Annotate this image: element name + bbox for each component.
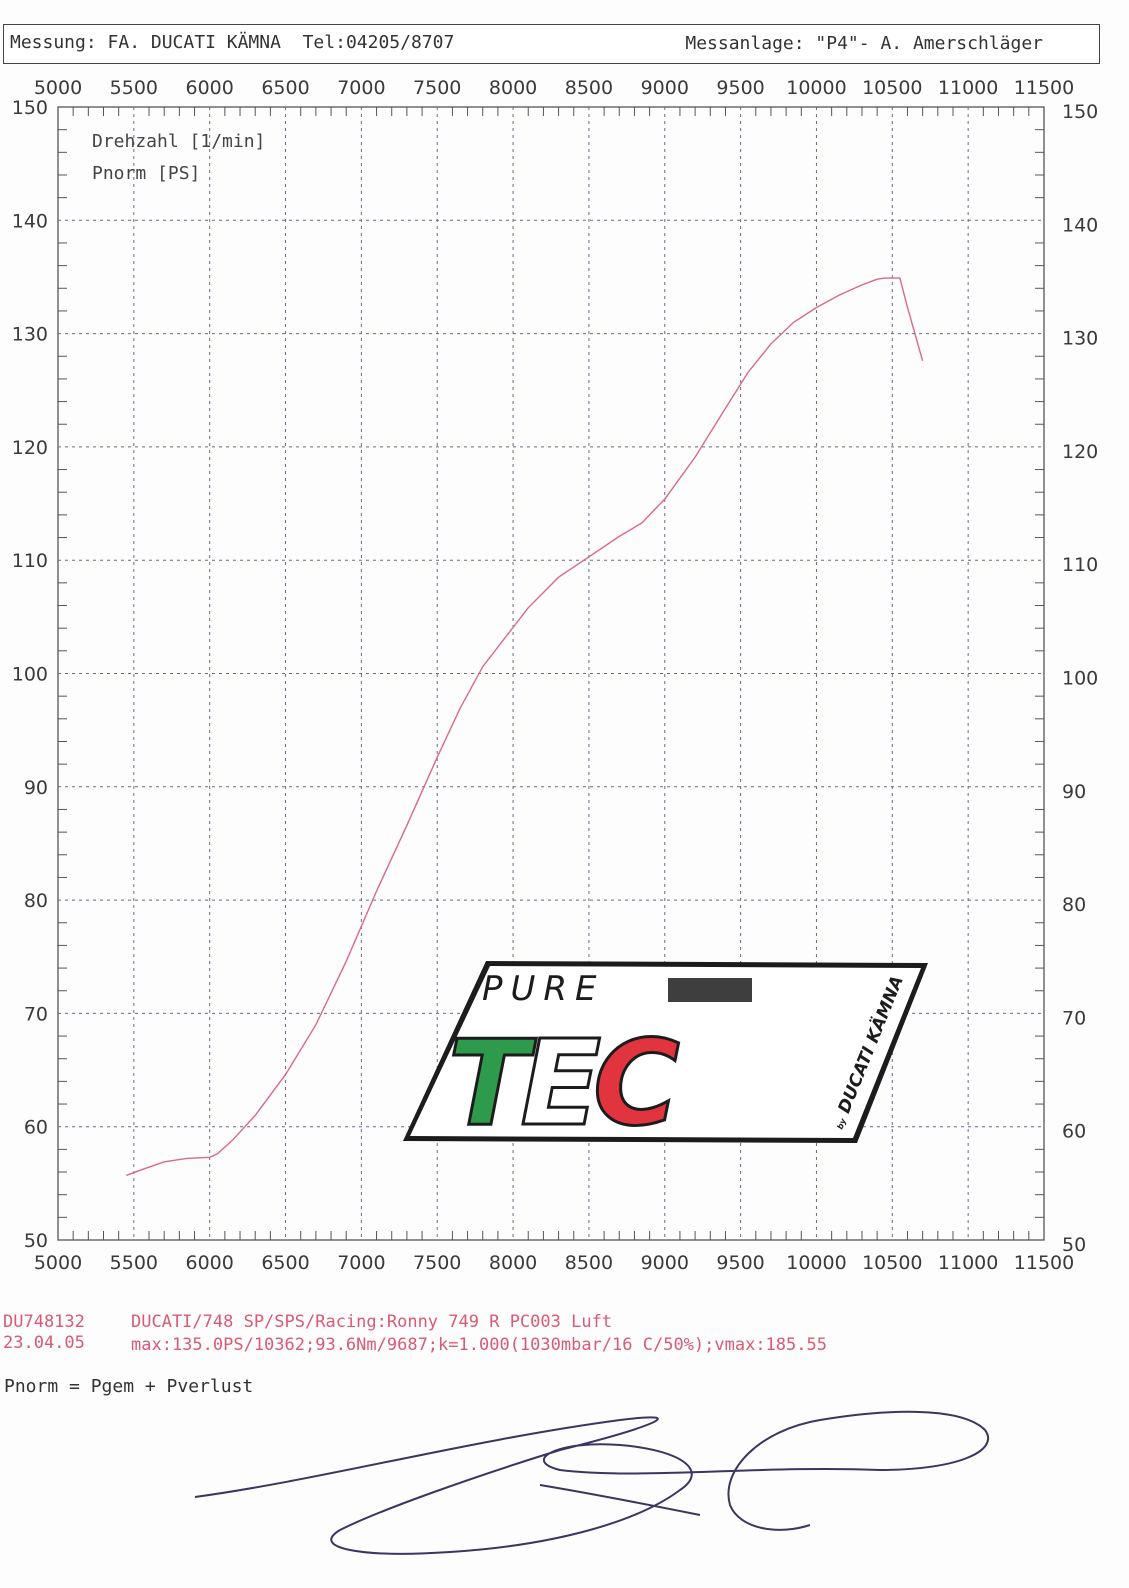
y-tick-labels-right: 50 60 70 80 90 100 110 120 130 140 150: [1062, 101, 1098, 1256]
x-tick-labels-bottom: 5000 5500 6000 6500 7000 7500 8000 8500 9000 9500…: [34, 1252, 1074, 1274]
x-tick-label-top: 7500: [413, 77, 461, 99]
footer-id: DU748132: [3, 1312, 85, 1332]
legend-rpm: Drehzahl [1/min]: [92, 131, 265, 152]
footer-vehicle: DUCATI/748 SP/SPS/Racing:Ronny 749 R PC0…: [131, 1312, 613, 1332]
x-tick-label-bottom: 7000: [337, 1252, 385, 1274]
y-tick-label-right: 150: [1062, 101, 1098, 123]
y-tick-label-left: 60: [24, 1117, 48, 1139]
logo-gradient-bar: [668, 978, 752, 1002]
x-tick-label-top: 6500: [261, 77, 309, 99]
x-tick-label-top: 5500: [110, 77, 158, 99]
y-tick-label-left: 80: [24, 890, 48, 912]
x-tick-label-top: 11500: [1014, 77, 1074, 99]
logo-pure-text: PURE: [482, 969, 605, 1009]
y-tick-label-right: 120: [1062, 441, 1098, 463]
x-tick-label-bottom: 10500: [862, 1252, 922, 1274]
x-tick-label-top: 10000: [786, 77, 846, 99]
header-box: Messung: FA. DUCATI KÄMNA Tel:04205/8707…: [3, 24, 1100, 64]
signature-stroke: [194, 1410, 990, 1555]
header-measurement: Messung: FA. DUCATI KÄMNA Tel:04205/8707: [10, 32, 455, 53]
x-tick-label-bottom: 6500: [261, 1252, 309, 1274]
y-tick-label-right: 70: [1062, 1007, 1086, 1029]
x-tick-label-bottom: 5000: [34, 1252, 82, 1274]
x-tick-label-bottom: 9500: [716, 1252, 764, 1274]
y-tick-labels-left: 50 60 70 80 90 100 110 120 130 140 150: [12, 97, 48, 1252]
header-test-bench: Messanlage: "P4"- A. Amerschläger: [685, 33, 1043, 54]
x-tick-label-bottom: 7500: [413, 1252, 461, 1274]
x-tick-label-bottom: 10000: [786, 1252, 846, 1274]
x-tick-label-top: 5000: [34, 77, 82, 99]
puretec-logo: PURE TEC by DUCATI KÄMNA: [403, 961, 928, 1154]
footer-max-values: max:135.0PS/10362;93.6Nm/9687;k=1.000(10…: [131, 1335, 827, 1355]
y-tick-label-left: 120: [12, 437, 48, 459]
y-tick-label-right: 60: [1062, 1121, 1086, 1143]
x-tick-label-bottom: 8000: [489, 1252, 537, 1274]
series-line-pnorm: [126, 277, 924, 1177]
footer-formula: Pnorm = Pgem + Pverlust: [4, 1376, 254, 1397]
y-tick-label-right: 140: [1062, 214, 1098, 236]
logo-frame-inner: [410, 966, 921, 1138]
x-tick-label-top: 8000: [489, 77, 537, 99]
y-tick-label-left: 110: [12, 550, 48, 572]
y-tick-label-right: 90: [1062, 781, 1086, 803]
legend-power: Pnorm [PS]: [92, 163, 200, 184]
x-tick-label-top: 9500: [716, 77, 764, 99]
y-tick-label-left: 70: [24, 1003, 48, 1025]
y-tick-label-right: 110: [1062, 554, 1098, 576]
x-tick-label-bottom: 11000: [938, 1252, 998, 1274]
x-tick-labels-top: 5000 5500 6000 6500 7000 7500 8000 8500 9000 9500…: [34, 77, 1074, 99]
minor-ticks: [58, 107, 1044, 1240]
y-tick-label-left: 140: [12, 210, 48, 232]
x-tick-label-top: 9000: [641, 77, 689, 99]
x-tick-label-bottom: 6000: [186, 1252, 234, 1274]
y-tick-label-right: 80: [1062, 894, 1086, 916]
footer-date: 23.04.05: [3, 1333, 85, 1353]
y-tick-label-left: 50: [24, 1230, 48, 1252]
x-tick-label-top: 6000: [186, 77, 234, 99]
x-tick-label-bottom: 8500: [565, 1252, 613, 1274]
x-tick-label-bottom: 5500: [110, 1252, 158, 1274]
x-tick-label-top: 7000: [337, 77, 385, 99]
x-tick-label-top: 11000: [938, 77, 998, 99]
x-tick-label-top: 8500: [565, 77, 613, 99]
y-tick-label-right: 50: [1062, 1234, 1086, 1256]
y-tick-label-right: 100: [1062, 668, 1098, 690]
y-tick-label-left: 100: [12, 664, 48, 686]
x-tick-label-bottom: 11500: [1014, 1252, 1074, 1274]
y-tick-label-left: 130: [12, 324, 48, 346]
y-tick-label-left: 150: [12, 97, 48, 119]
x-tick-label-bottom: 9000: [641, 1252, 689, 1274]
x-tick-label-top: 10500: [862, 77, 922, 99]
y-tick-label-left: 90: [24, 777, 48, 799]
y-tick-label-right: 130: [1062, 328, 1098, 350]
